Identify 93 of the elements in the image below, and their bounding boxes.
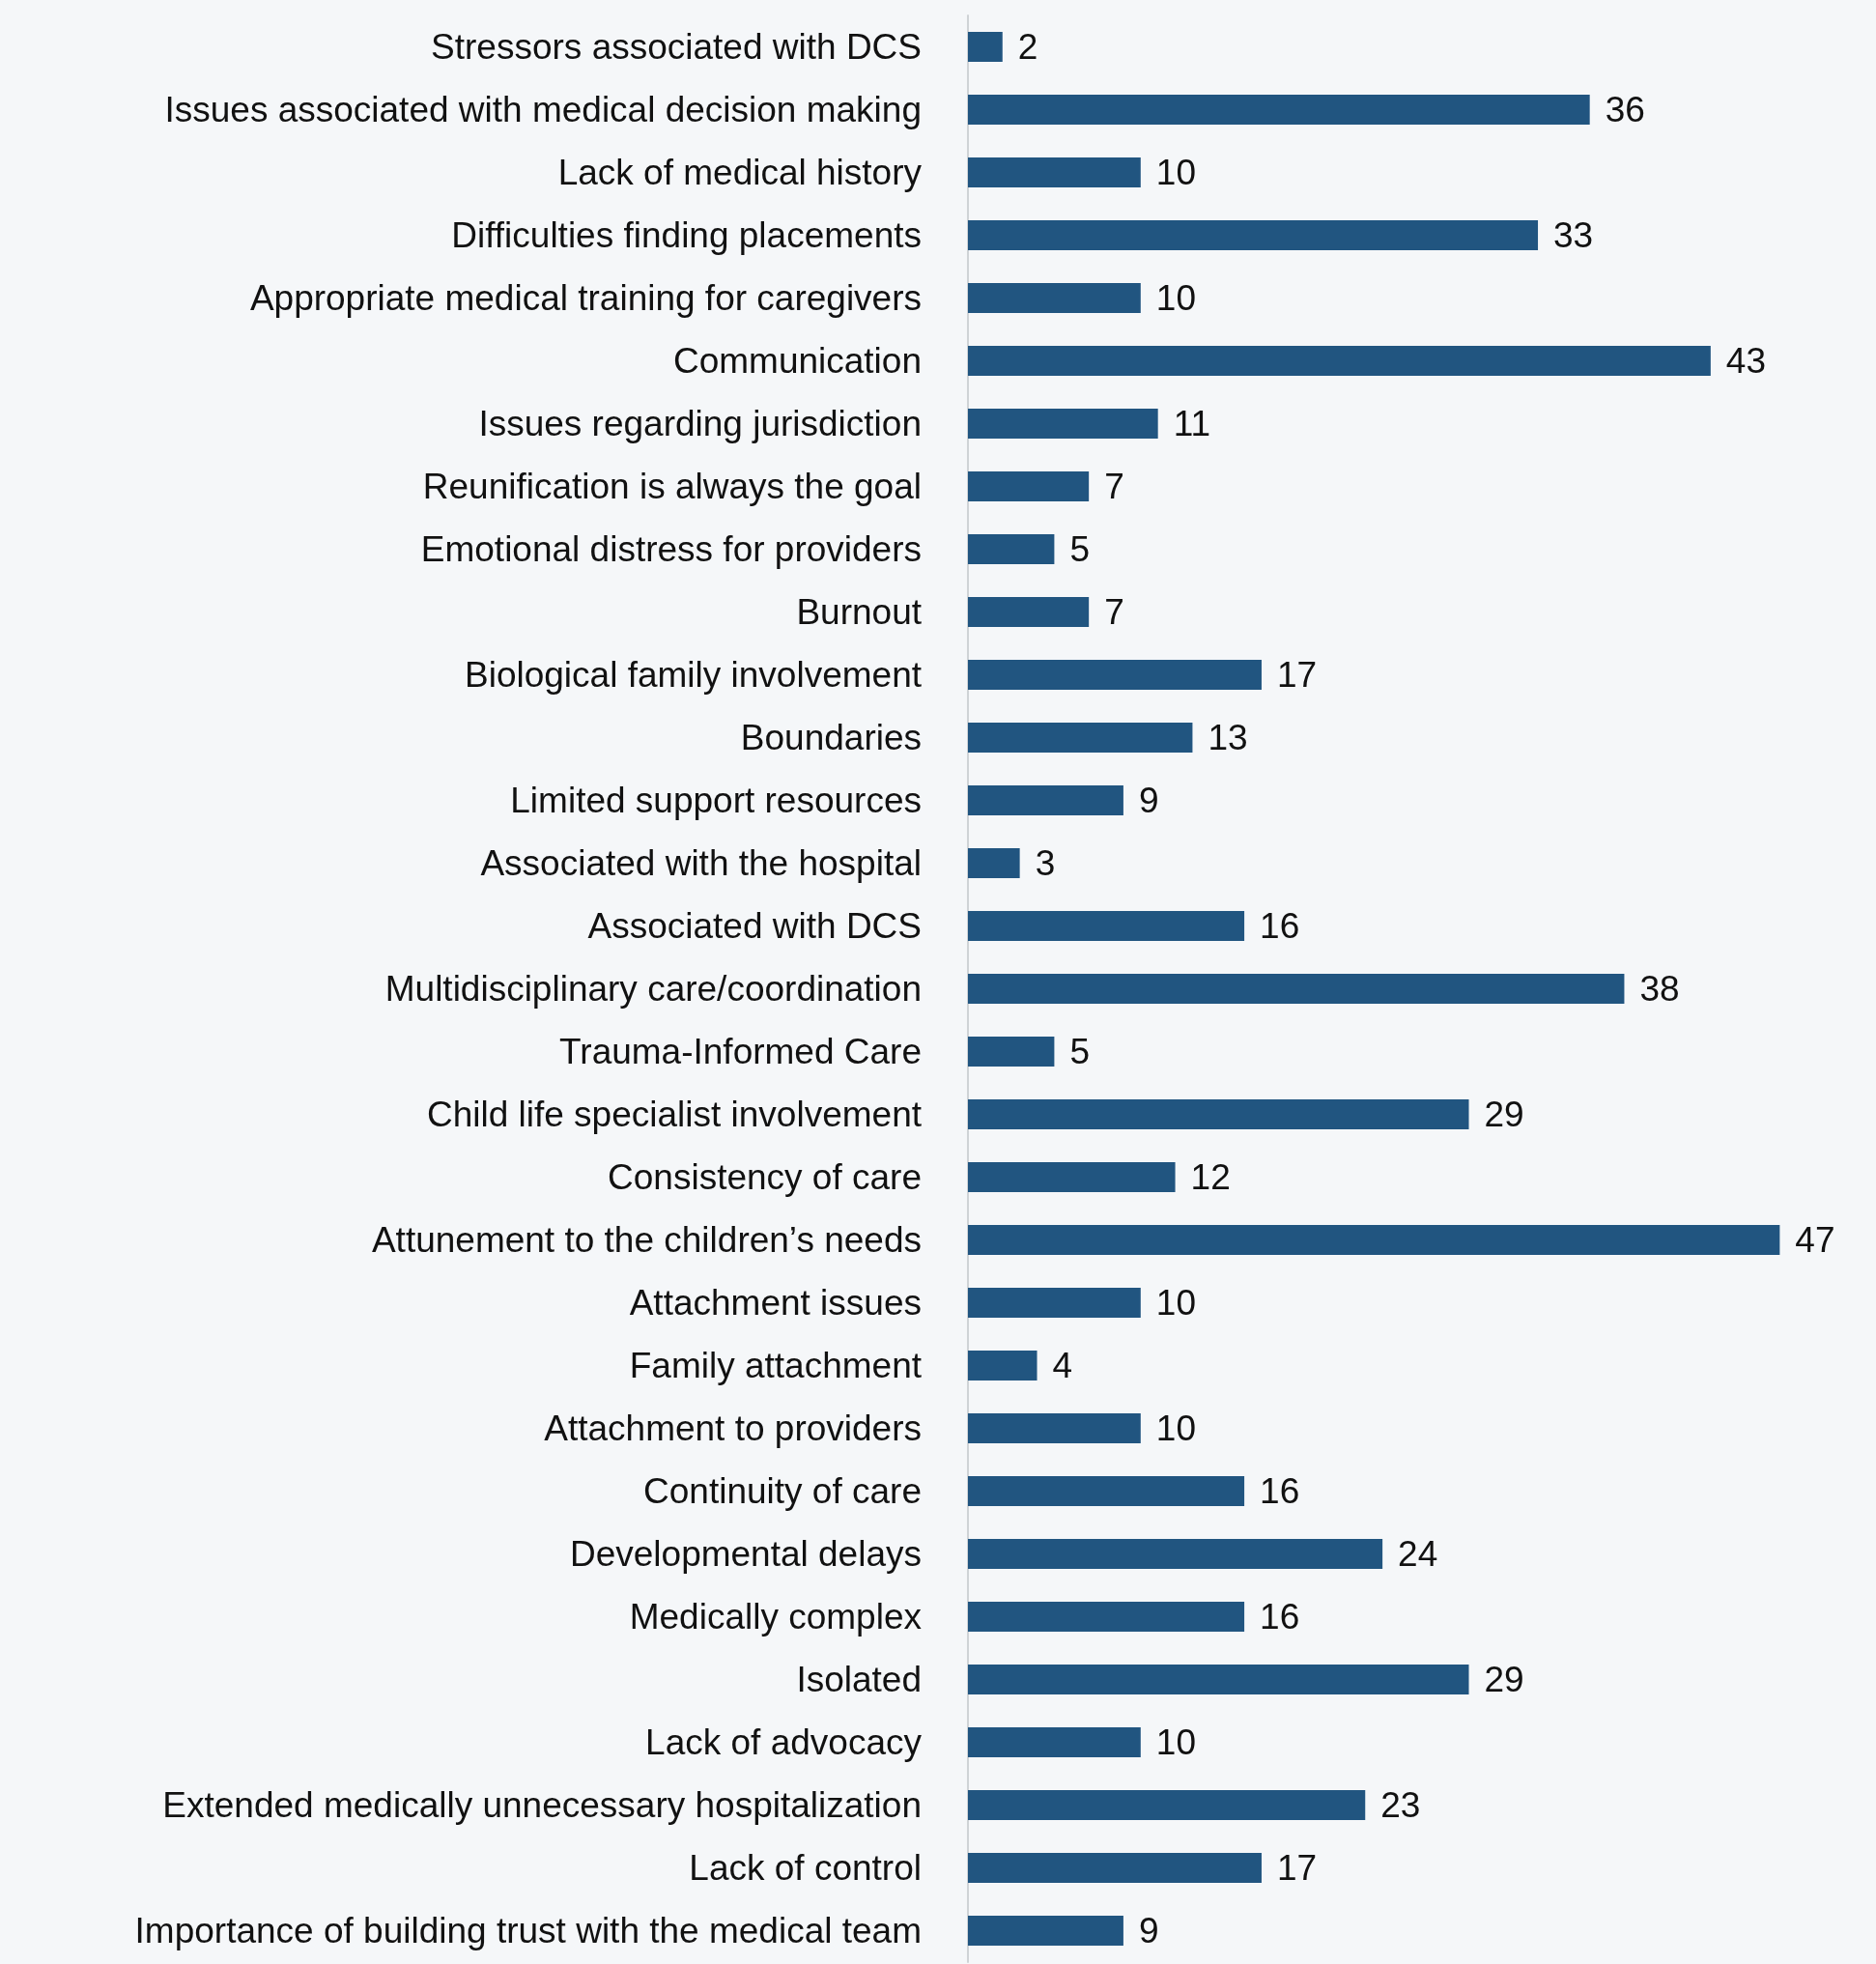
y-tick-label: Consistency of care: [608, 1157, 922, 1197]
y-tick-label: Appropriate medical training for caregivers: [249, 278, 922, 318]
bar: [968, 597, 1090, 627]
bar: [968, 1790, 1366, 1820]
y-tick-label: Associated with the hospital: [480, 843, 922, 883]
y-tick-label: Burnout: [796, 592, 923, 632]
bar: [968, 974, 1625, 1004]
bar: [968, 785, 1123, 815]
bar: [968, 1099, 1469, 1129]
data-label: 4: [1052, 1346, 1073, 1385]
data-label: 23: [1380, 1785, 1421, 1825]
y-tick-label: Stressors associated with DCS: [431, 27, 922, 67]
bar: [968, 346, 1711, 376]
data-label: 10: [1155, 1409, 1196, 1448]
y-tick-label: Isolated: [796, 1660, 922, 1699]
y-tick-label: Lack of control: [689, 1848, 922, 1888]
data-label: 7: [1104, 592, 1124, 632]
y-tick-label: Attachment issues: [629, 1283, 922, 1323]
y-tick-label: Attunement to the children’s needs: [371, 1220, 922, 1260]
data-label: 29: [1484, 1660, 1524, 1699]
y-tick-label: Communication: [672, 341, 922, 381]
y-tick-label: Issues associated with medical decision making: [164, 90, 922, 129]
data-label: 13: [1208, 718, 1248, 757]
data-label: 36: [1605, 90, 1645, 129]
bar: [968, 220, 1539, 250]
data-label: 10: [1155, 153, 1196, 192]
bar: [968, 1853, 1262, 1883]
data-label: 38: [1639, 969, 1680, 1009]
data-label: 24: [1398, 1534, 1438, 1574]
data-label: 9: [1138, 1911, 1159, 1950]
y-tick-label: Developmental delays: [569, 1534, 922, 1574]
bar: [968, 471, 1090, 501]
bar: [968, 1413, 1141, 1443]
data-label: 10: [1155, 278, 1196, 318]
bar: [968, 1602, 1245, 1632]
bar: [968, 848, 1020, 878]
data-label: 16: [1260, 1597, 1300, 1637]
bar: [968, 1665, 1469, 1694]
y-tick-label: Lack of advocacy: [645, 1722, 923, 1762]
bar: [968, 1539, 1383, 1569]
y-tick-label: Limited support resources: [510, 781, 922, 820]
y-tick-label: Reunification is always the goal: [422, 467, 922, 506]
bar: [968, 1476, 1245, 1506]
data-label: 7: [1104, 467, 1124, 506]
bar: [968, 283, 1141, 313]
data-label: 17: [1276, 655, 1318, 695]
y-tick-label: Boundaries: [740, 718, 922, 757]
y-tick-label: Family attachment: [629, 1346, 923, 1385]
y-tick-label: Biological family involvement: [465, 655, 923, 695]
data-label: 5: [1069, 529, 1090, 569]
data-label: 5: [1069, 1032, 1090, 1071]
data-label: 9: [1138, 781, 1159, 820]
y-tick-label: Trauma-Informed Care: [559, 1032, 922, 1071]
bar: [968, 1162, 1176, 1192]
bar: [968, 1351, 1037, 1380]
bar: [968, 660, 1262, 690]
bar: [968, 95, 1590, 125]
y-tick-label: Lack of medical history: [557, 153, 923, 192]
y-tick-label: Difficulties finding placements: [451, 215, 922, 255]
data-label: 11: [1173, 404, 1211, 443]
y-tick-label: Continuity of care: [643, 1471, 922, 1511]
y-tick-label: Emotional distress for providers: [420, 529, 922, 569]
data-label: 12: [1190, 1157, 1231, 1197]
bar: [968, 32, 1003, 62]
y-tick-label: Multidisciplinary care/coordination: [384, 969, 922, 1009]
bar: [968, 157, 1141, 187]
data-label: 2: [1017, 27, 1038, 67]
y-tick-label: Importance of building trust with the medical team: [134, 1911, 922, 1950]
data-label: 17: [1276, 1848, 1318, 1888]
data-label: 16: [1260, 1471, 1300, 1511]
bar: [968, 409, 1158, 439]
bar: [968, 1037, 1055, 1067]
y-tick-label: Associated with DCS: [587, 906, 922, 946]
data-label: 43: [1725, 341, 1766, 381]
bar: [968, 1225, 1780, 1255]
y-tick-label: Attachment to providers: [544, 1409, 922, 1448]
data-label: 3: [1035, 843, 1056, 883]
data-label: 47: [1795, 1220, 1835, 1260]
bar: [968, 534, 1055, 564]
y-tick-label: Issues regarding jurisdiction: [478, 404, 922, 443]
data-label: 29: [1484, 1095, 1524, 1134]
data-label: 10: [1155, 1722, 1196, 1762]
y-tick-label: Child life specialist involvement: [426, 1095, 923, 1134]
data-label: 16: [1260, 906, 1300, 946]
bar: [968, 1727, 1141, 1757]
bar: [968, 911, 1245, 941]
bar: [968, 1288, 1141, 1318]
data-label: 10: [1155, 1283, 1196, 1323]
bar: [968, 723, 1193, 753]
bar: [968, 1916, 1123, 1946]
y-tick-label: Extended medically unnecessary hospitalization: [162, 1785, 922, 1825]
data-label: 33: [1553, 215, 1594, 255]
y-tick-label: Medically complex: [629, 1597, 923, 1637]
